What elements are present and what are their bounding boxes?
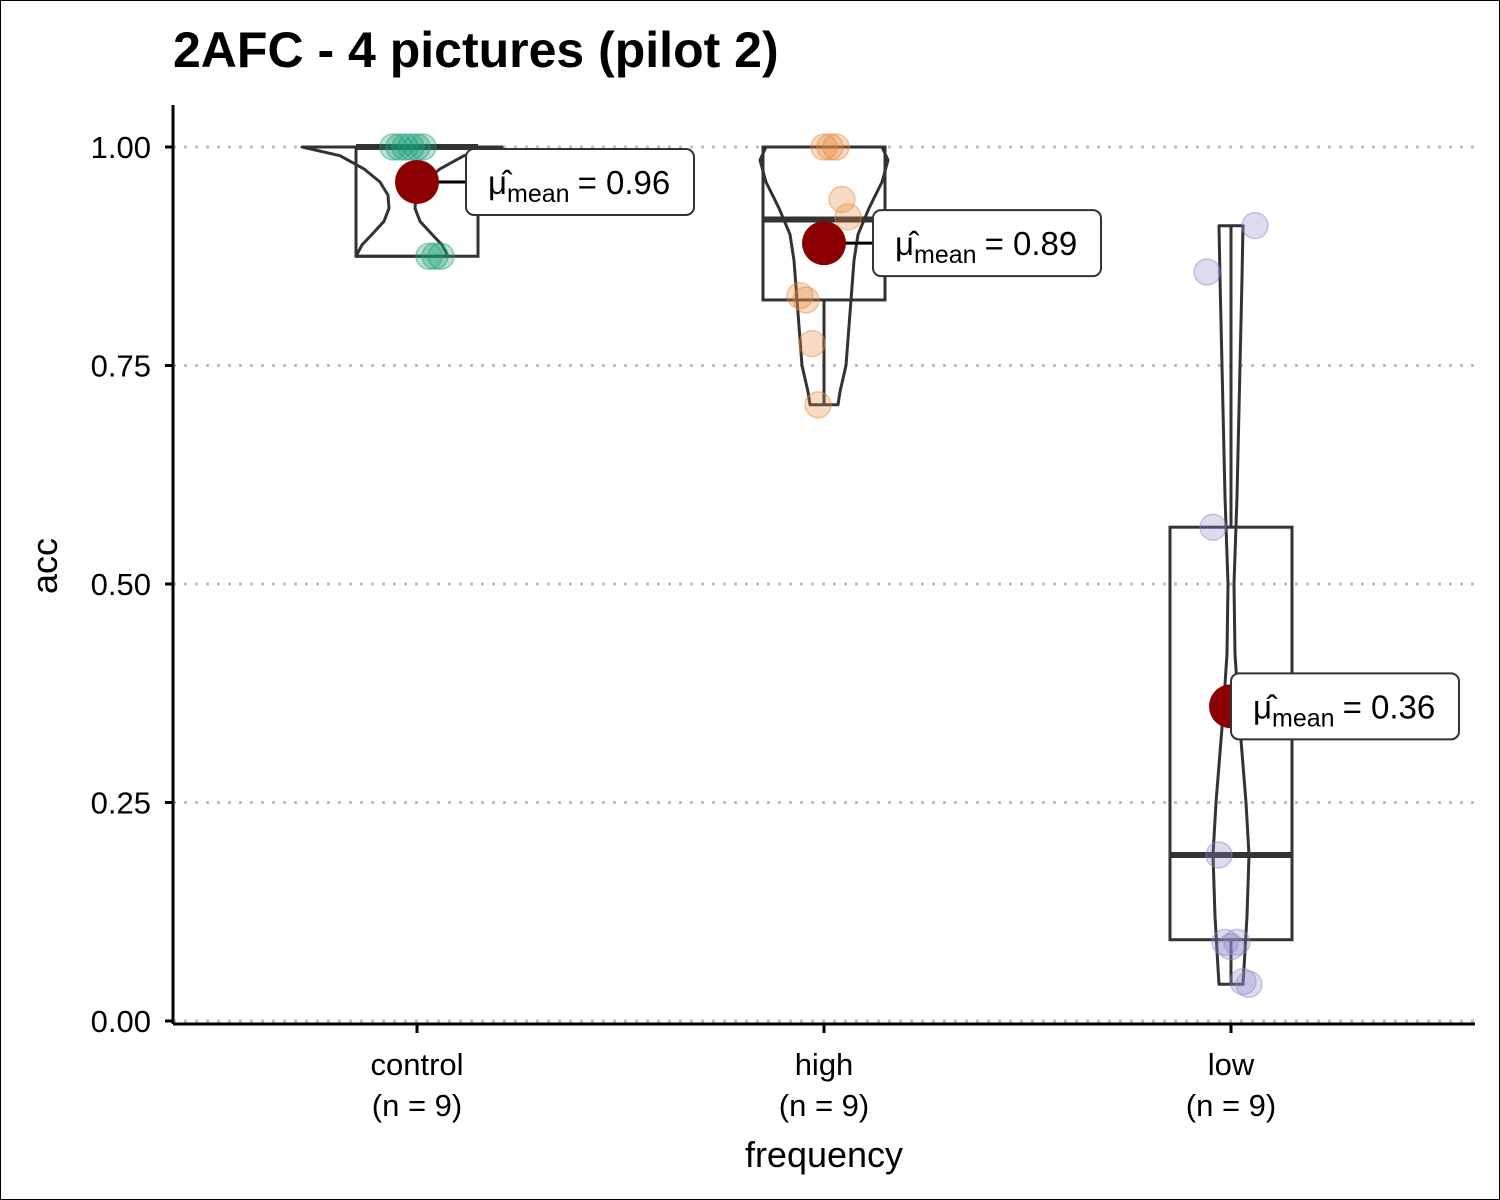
data-point: [1229, 967, 1257, 996]
data-point: [379, 133, 407, 161]
data-point: [822, 133, 850, 161]
data-point: [804, 391, 832, 419]
y-tick-label: 1.00: [91, 130, 151, 165]
x-tick-label: high: [795, 1047, 854, 1082]
data-point: [834, 203, 862, 231]
data-point: [415, 242, 443, 270]
data-point: [816, 133, 844, 161]
data-point: [1217, 932, 1245, 961]
data-point: [1193, 258, 1221, 286]
y-tick-label: 0.00: [91, 1004, 151, 1039]
chart-title: 2AFC - 4 pictures (pilot 2): [173, 22, 779, 78]
data-point: [1241, 211, 1269, 240]
data-point: [1235, 970, 1263, 999]
x-tick-n-label: (n = 9): [1186, 1088, 1276, 1123]
x-tick-label: low: [1208, 1047, 1255, 1082]
data-points: [379, 133, 1269, 999]
data-point: [798, 329, 826, 358]
mean-label: μ̂mean = 0.89: [895, 225, 1077, 269]
boxplots: [354, 144, 1294, 985]
y-tick-label: 0.25: [91, 786, 151, 821]
mean-label-box: [1230, 672, 1460, 741]
data-point: [385, 133, 413, 161]
data-point: [397, 133, 425, 161]
axes: 0.00 0.25 0.50 0.75 1.00 control (n = 9) high (n…: [91, 105, 1475, 1123]
x-axis-label: frequency: [745, 1134, 903, 1175]
data-point: [391, 133, 419, 161]
data-point: [1211, 928, 1239, 957]
mean-label-box: [872, 209, 1102, 278]
mean-point: [802, 221, 846, 266]
data-point: [828, 185, 856, 214]
data-point: [421, 242, 449, 270]
data-point: [786, 281, 814, 310]
violin-high: [758, 145, 890, 407]
data-point: [409, 133, 437, 161]
mean-label: μ̂mean = 0.36: [1253, 688, 1435, 732]
data-point: [1223, 928, 1251, 957]
x-tick-n-label: (n = 9): [372, 1088, 462, 1123]
y-tick-label: 0.75: [91, 349, 151, 384]
data-point: [427, 242, 455, 270]
violins: [300, 145, 1251, 986]
data-point: [792, 286, 820, 314]
mean-label-box: [465, 147, 695, 216]
mean-label: μ̂mean = 0.96: [488, 164, 670, 208]
data-point: [1205, 841, 1233, 869]
means: μ̂mean = 0.96 μ̂mean = 0.89 μ̂mean = 0.36: [395, 147, 1460, 741]
gridlines: [173, 145, 1475, 1023]
x-tick-label: control: [370, 1047, 463, 1082]
data-point: [810, 133, 838, 161]
data-point: [1199, 513, 1227, 541]
y-tick-label: 0.50: [91, 567, 151, 602]
x-tick-n-label: (n = 9): [779, 1088, 869, 1123]
violin-low: [1211, 224, 1251, 986]
y-axis-label: acc: [24, 538, 65, 594]
mean-point: [395, 159, 439, 204]
